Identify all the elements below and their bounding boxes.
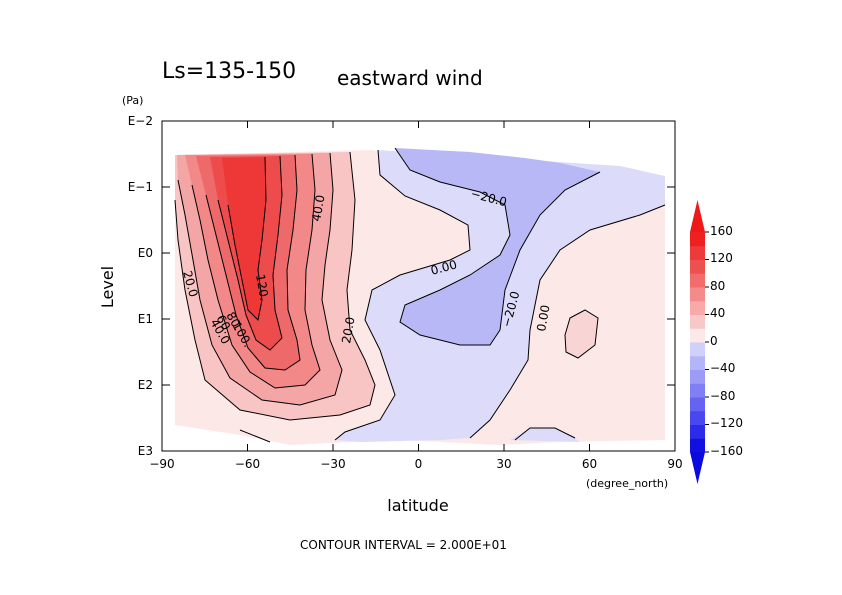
contour-label: 20.0 (180, 269, 200, 298)
contour-interval-note: CONTOUR INTERVAL = 2.000E+01 (300, 538, 507, 552)
y-units: (Pa) (122, 94, 143, 107)
colorbar-tick-label: −80 (710, 389, 735, 403)
colorbar-tick-label: −160 (710, 444, 743, 458)
colorbar-swatch (690, 287, 705, 302)
contour-label: 20.0 (339, 316, 357, 345)
y-tick-labels: E−2 E−1 E0 E1 E2 E3 (128, 114, 153, 458)
y-ticks (162, 120, 675, 452)
x-tick-label: −90 (149, 457, 174, 471)
contour-label: 0.00 (429, 257, 458, 277)
contour-label: 40.0 (309, 194, 327, 223)
colorbar-swatch (690, 245, 705, 260)
colorbar-overflow-high (690, 200, 705, 232)
fill-region-pos-right (565, 310, 598, 358)
chart-title: Ls=135-150 (162, 59, 296, 84)
contour-label: 0.00 (534, 304, 552, 333)
colorbar-swatch (690, 355, 705, 370)
x-tick-labels: −90 −60 −30 0 30 60 90 (149, 457, 682, 471)
colorbar-swatch (690, 438, 705, 453)
x-tick-label: 90 (667, 457, 682, 471)
colorbar-swatch (690, 232, 705, 247)
colorbar-tick-label: 80 (710, 279, 725, 293)
colorbar-swatch (690, 314, 705, 329)
colorbar-tick-label: 0 (710, 334, 718, 348)
contour-line-neg-bottom (514, 427, 576, 441)
colorbar-swatch (690, 369, 705, 384)
colorbar-swatch (690, 383, 705, 398)
fill-region-120-140 (222, 157, 266, 320)
contour-line-0-east (469, 204, 666, 439)
contour-line-60 (191, 153, 321, 389)
x-tick-label: 0 (415, 457, 423, 471)
filled-contours (175, 148, 665, 445)
colorbar-tick-label: −120 (710, 416, 743, 430)
y-tick-label: E−2 (128, 114, 153, 128)
y-tick-label: E2 (138, 378, 153, 392)
x-tick-label: −30 (320, 457, 345, 471)
contour-line-20 (174, 151, 376, 421)
contour-line-100 (217, 155, 283, 351)
fill-region-neg-20-40 (395, 148, 600, 345)
contour-line-low-dash (239, 429, 271, 443)
colorbar-swatch (690, 328, 705, 343)
colorbar-labels: 160 120 80 40 0 −40 −80 −120 −160 (710, 224, 743, 458)
contour-label: 120. (253, 273, 271, 302)
contour-lines (174, 147, 666, 443)
colorbar-tick-label: 120 (710, 251, 733, 265)
colorbar-tick-label: 40 (710, 306, 725, 320)
colorbar-swatch (690, 273, 705, 288)
colorbar-tick-label: −40 (710, 361, 735, 375)
contour-line-120 (227, 156, 267, 322)
x-ticks (161, 121, 676, 451)
colorbar-swatch (690, 259, 705, 274)
fill-region-neg-bottom (510, 428, 580, 442)
colorbar-swatch (690, 342, 705, 357)
y-tick-label: E3 (138, 444, 153, 458)
contour-line-neg20 (394, 147, 601, 346)
colorbar-swatch (690, 410, 705, 425)
contour-line-0-west (334, 149, 471, 441)
colorbar-swatch (690, 300, 705, 315)
x-tick-label: 60 (582, 457, 597, 471)
contour-line-80 (205, 154, 301, 371)
contour-line-40 (177, 152, 343, 406)
y-axis-label: Level (98, 266, 117, 308)
y-tick-label: E−1 (128, 180, 153, 194)
y-tick-label: E0 (138, 246, 153, 260)
colorbar-swatch (690, 397, 705, 412)
colorbar-swatch (690, 424, 705, 439)
x-tick-label: −60 (235, 457, 260, 471)
y-tick-label: E1 (138, 312, 153, 326)
x-axis-label: latitude (387, 496, 448, 515)
chart-subtitle: eastward wind (337, 66, 483, 90)
colorbar (690, 200, 709, 484)
colorbar-overflow-low (690, 452, 705, 484)
colorbar-tick-label: 160 (710, 224, 733, 238)
contour-line-pos-right (564, 309, 599, 359)
x-tick-label: 30 (496, 457, 511, 471)
x-units: (degree_north) (586, 477, 668, 490)
